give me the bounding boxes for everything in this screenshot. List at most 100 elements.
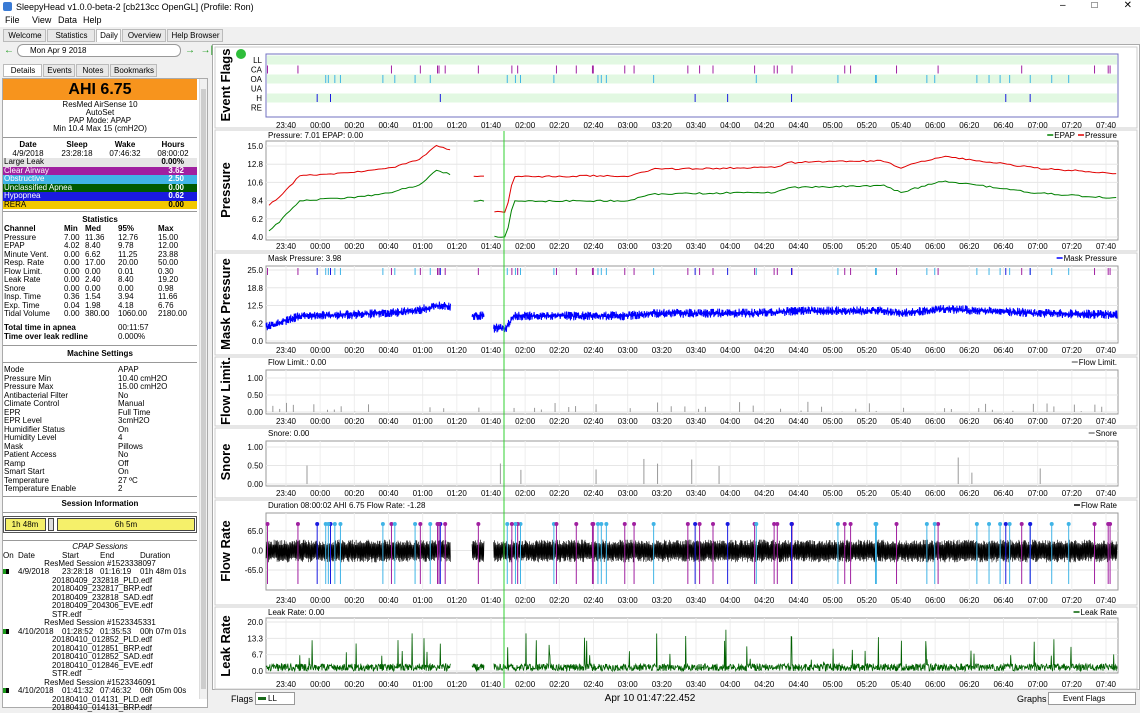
y-tick-label: 0.00 [247, 480, 263, 489]
tab-label[interactable]: Welcome [8, 31, 41, 41]
time-tick-label: 03:20 [652, 417, 673, 426]
time-tick-label: 02:20 [549, 680, 570, 689]
flow-event-dot [413, 522, 417, 526]
subtab-label[interactable]: Events [47, 66, 71, 76]
time-tick-label: 04:40 [788, 489, 809, 498]
y-tick-label: 25.0 [247, 266, 263, 275]
flow-event-dot [1008, 522, 1012, 526]
time-tick-label: 03:40 [686, 346, 707, 355]
tab-label[interactable]: Daily [100, 31, 118, 41]
time-tick-label: 07:00 [1028, 680, 1049, 689]
tab-label[interactable]: Statistics [55, 31, 87, 41]
time-tick-label: 04:40 [788, 346, 809, 355]
subtab-label[interactable]: Bookmarks [114, 66, 154, 76]
time-tick-label: 01:00 [413, 680, 434, 689]
separator [3, 496, 197, 497]
cursor-time: Apr 10 01:47:22.452 [605, 693, 696, 705]
time-tick-label: 03:00 [618, 680, 639, 689]
time-tick-label: 06:00 [925, 489, 946, 498]
y-tick-label: 6.2 [252, 319, 264, 328]
time-tick-label: 04:20 [754, 242, 775, 251]
date-label[interactable]: Mon Apr 9 2018 [30, 46, 86, 56]
time-tick-label: 06:00 [925, 121, 946, 130]
flow-event-dot [574, 522, 578, 526]
flow-event-dot [895, 522, 899, 526]
flow-event-dot [711, 522, 715, 526]
tab-label[interactable]: Help Browser [171, 31, 219, 41]
menu-item[interactable]: File [5, 15, 20, 26]
time-tick-label: 04:40 [788, 242, 809, 251]
time-tick-label: 07:20 [1062, 417, 1083, 426]
flow-event-dot [381, 522, 385, 526]
time-tick-label: 01:00 [413, 417, 434, 426]
flow-event-dot [437, 522, 441, 526]
flag-row [267, 94, 1117, 103]
time-tick-label: 00:20 [344, 489, 365, 498]
sessions-header: On [3, 551, 14, 561]
flow-event-dot [510, 522, 514, 526]
time-tick-label: 04:00 [720, 489, 741, 498]
time-tick-label: 03:20 [652, 121, 673, 130]
time-tick-label: 02:40 [583, 489, 604, 498]
time-tick-label: 04:20 [754, 121, 775, 130]
graph-title: Snore [218, 444, 233, 481]
time-tick-label: 01:20 [447, 346, 468, 355]
flow-event-dot [726, 522, 730, 526]
time-tick-label: 01:20 [447, 242, 468, 251]
time-tick-label: 03:20 [652, 346, 673, 355]
time-tick-label: 06:40 [993, 346, 1014, 355]
time-tick-label: 01:20 [447, 680, 468, 689]
time-tick-label: 05:40 [891, 489, 912, 498]
time-tick-label: 04:40 [788, 680, 809, 689]
time-tick-label: 00:00 [310, 346, 331, 355]
time-tick-label: 05:40 [891, 596, 912, 605]
session-bar-label[interactable]: 6h 5m [115, 520, 137, 530]
time-tick-label: 07:40 [1096, 680, 1117, 689]
session-bar-label[interactable]: 1h 48m [12, 520, 39, 530]
subtab-label[interactable]: Details [11, 66, 35, 76]
flag-select-label[interactable]: LL [268, 694, 277, 704]
flow-event-dot [874, 522, 878, 526]
time-tick-label: 06:40 [993, 680, 1014, 689]
flow-event-dot [698, 522, 702, 526]
time-tick-label: 06:40 [993, 242, 1014, 251]
time-tick-label: 07:20 [1062, 242, 1083, 251]
session-checkbox[interactable] [3, 569, 9, 574]
legend-label: Leak Rate [1081, 608, 1118, 617]
time-tick-label: 00:20 [344, 346, 365, 355]
flow-event-dot [843, 522, 847, 526]
time-tick-label: 04:20 [754, 489, 775, 498]
legend-label: EPAP [1054, 131, 1075, 140]
flags-button[interactable]: Flags [231, 694, 253, 705]
total-label: Time over leak redline [4, 332, 88, 342]
subtab-label[interactable]: Notes [83, 66, 104, 76]
time-tick-label: 00:00 [310, 417, 331, 426]
session-checkbox[interactable] [3, 688, 9, 693]
time-tick-label: 07:00 [1028, 242, 1049, 251]
flow-event-dot [933, 522, 937, 526]
flow-event-dot [987, 522, 991, 526]
stats-cell: Tidal Volume [4, 309, 50, 319]
time-tick-label: 06:00 [925, 346, 946, 355]
session-checkbox[interactable] [3, 629, 9, 634]
time-tick-label: 01:00 [413, 242, 434, 251]
menu-item[interactable]: Data [58, 15, 77, 26]
time-tick-label: 00:40 [378, 680, 399, 689]
time-tick-label: 07:00 [1028, 417, 1049, 426]
separator [3, 137, 197, 138]
time-tick-label: 05:00 [823, 121, 844, 130]
graph-select-label[interactable]: Event Flags [1063, 694, 1105, 704]
time-tick-label: 07:20 [1062, 121, 1083, 130]
time-tick-label: 00:40 [378, 489, 399, 498]
time-tick-label: 03:00 [618, 417, 639, 426]
tab-label[interactable]: Overview [128, 31, 161, 41]
time-tick-label: 04:40 [788, 596, 809, 605]
time-tick-label: 05:40 [891, 242, 912, 251]
graphs-button[interactable]: Graphs [1017, 694, 1047, 705]
time-tick-label: 03:00 [618, 346, 639, 355]
menu-item[interactable]: View [32, 15, 51, 26]
session-file: 20180410_014131_BRP.edf [52, 703, 152, 713]
menu-item[interactable]: Help [83, 15, 102, 26]
time-tick-label: 02:00 [515, 346, 536, 355]
flag-row-label: CA [251, 66, 263, 75]
